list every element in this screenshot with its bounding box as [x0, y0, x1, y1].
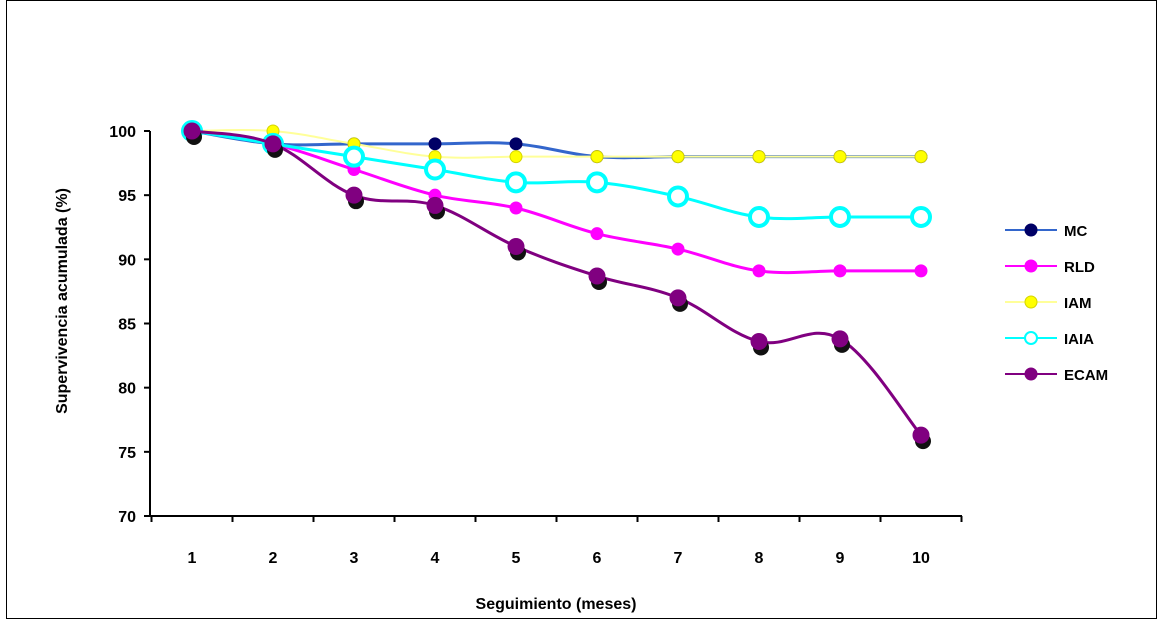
x-tick-label: 10 — [912, 550, 930, 567]
legend-item-ecam: ECAM — [1005, 367, 1108, 384]
legend-item-mc: MC — [1005, 223, 1087, 240]
x-tick-label: 9 — [836, 550, 845, 567]
x-tick-label: 8 — [755, 550, 764, 567]
data-point-ecam — [426, 196, 444, 214]
x-tick-label: 6 — [593, 550, 602, 567]
legend-marker-iaia — [1024, 331, 1038, 345]
line-chart: 70 75 80 85 90 95 100 1 2 3 4 5 6 7 8 9 10 MC RLD IAM IAIA E… — [54, 120, 1108, 613]
data-point-iam — [914, 150, 928, 164]
legend-label-mc: MC — [1064, 223, 1087, 240]
y-tick-label: 85 — [118, 317, 136, 334]
data-point-ecam — [588, 267, 606, 285]
data-point-rld — [833, 264, 847, 278]
y-tick-label: 90 — [118, 252, 136, 269]
data-point-iaia — [910, 205, 932, 228]
data-point-iaia — [748, 205, 770, 228]
series-line-rld — [191, 129, 921, 275]
series-line-ecam — [191, 129, 923, 437]
legend-marker-ecam — [1024, 367, 1038, 381]
data-point-ecam — [183, 122, 201, 140]
data-point-ecam — [264, 135, 282, 153]
legend-label-iaia: IAIA — [1064, 331, 1094, 348]
data-point-rld — [590, 227, 604, 241]
y-tick-label: 70 — [118, 509, 136, 526]
data-point-mc — [509, 137, 523, 151]
data-point-mc — [428, 137, 442, 151]
legend-item-iam: IAM — [1005, 295, 1092, 312]
data-point-rld — [509, 201, 523, 215]
legend-marker-rld — [1024, 259, 1038, 273]
legend-label-rld: RLD — [1064, 259, 1095, 276]
chart-frame: 70 75 80 85 90 95 100 1 2 3 4 5 6 7 8 9 10 MC RLD IAM IAIA E… — [6, 0, 1157, 619]
series-line-iaia — [191, 129, 921, 221]
x-tick-label: 4 — [431, 550, 440, 567]
data-point-iam — [833, 150, 847, 164]
y-tick-label: 75 — [118, 445, 136, 462]
data-point-iaia — [343, 145, 365, 168]
series-layer — [181, 120, 932, 450]
data-point-ecam — [669, 289, 687, 307]
data-point-iam — [590, 150, 604, 164]
legend-marker-iam — [1024, 295, 1038, 309]
data-point-ecam — [750, 332, 768, 350]
data-point-ecam — [831, 330, 849, 348]
data-point-ecam — [345, 186, 363, 204]
legend: MC RLD IAM IAIA ECAM — [1005, 223, 1108, 384]
axes: 70 75 80 85 90 95 100 1 2 3 4 5 6 7 8 9 10 — [109, 124, 963, 567]
legend-item-rld: RLD — [1005, 259, 1095, 276]
x-tick-label: 5 — [512, 550, 521, 567]
data-point-iaia — [667, 185, 689, 208]
x-tick-label: 1 — [188, 550, 197, 567]
data-point-iaia — [424, 158, 446, 181]
legend-label-iam: IAM — [1064, 295, 1092, 312]
data-point-rld — [752, 264, 766, 278]
data-point-ecam — [912, 426, 930, 444]
data-point-iam — [509, 150, 523, 164]
data-point-iaia — [829, 205, 851, 228]
y-tick-label: 80 — [118, 381, 136, 398]
series-iaia — [181, 120, 932, 228]
legend-label-ecam: ECAM — [1064, 367, 1108, 384]
series-ecam — [183, 122, 931, 450]
data-point-ecam — [507, 238, 525, 255]
y-tick-label: 95 — [118, 188, 136, 205]
x-tick-label: 3 — [350, 550, 359, 567]
x-tick-label: 7 — [674, 550, 683, 567]
series-line-iam — [191, 128, 921, 159]
data-point-iam — [671, 150, 685, 164]
data-point-iaia — [505, 171, 527, 194]
x-tick-label: 2 — [269, 550, 278, 567]
x-axis-title: Seguimiento (meses) — [476, 596, 637, 613]
data-point-iaia — [586, 171, 608, 194]
data-point-iam — [752, 150, 766, 164]
legend-marker-mc — [1024, 223, 1038, 237]
y-tick-label: 100 — [109, 124, 136, 141]
legend-item-iaia: IAIA — [1005, 331, 1094, 348]
data-point-rld — [671, 242, 685, 256]
data-point-rld — [914, 264, 928, 278]
y-axis-title: Supervivencia acumulada (%) — [54, 188, 71, 414]
